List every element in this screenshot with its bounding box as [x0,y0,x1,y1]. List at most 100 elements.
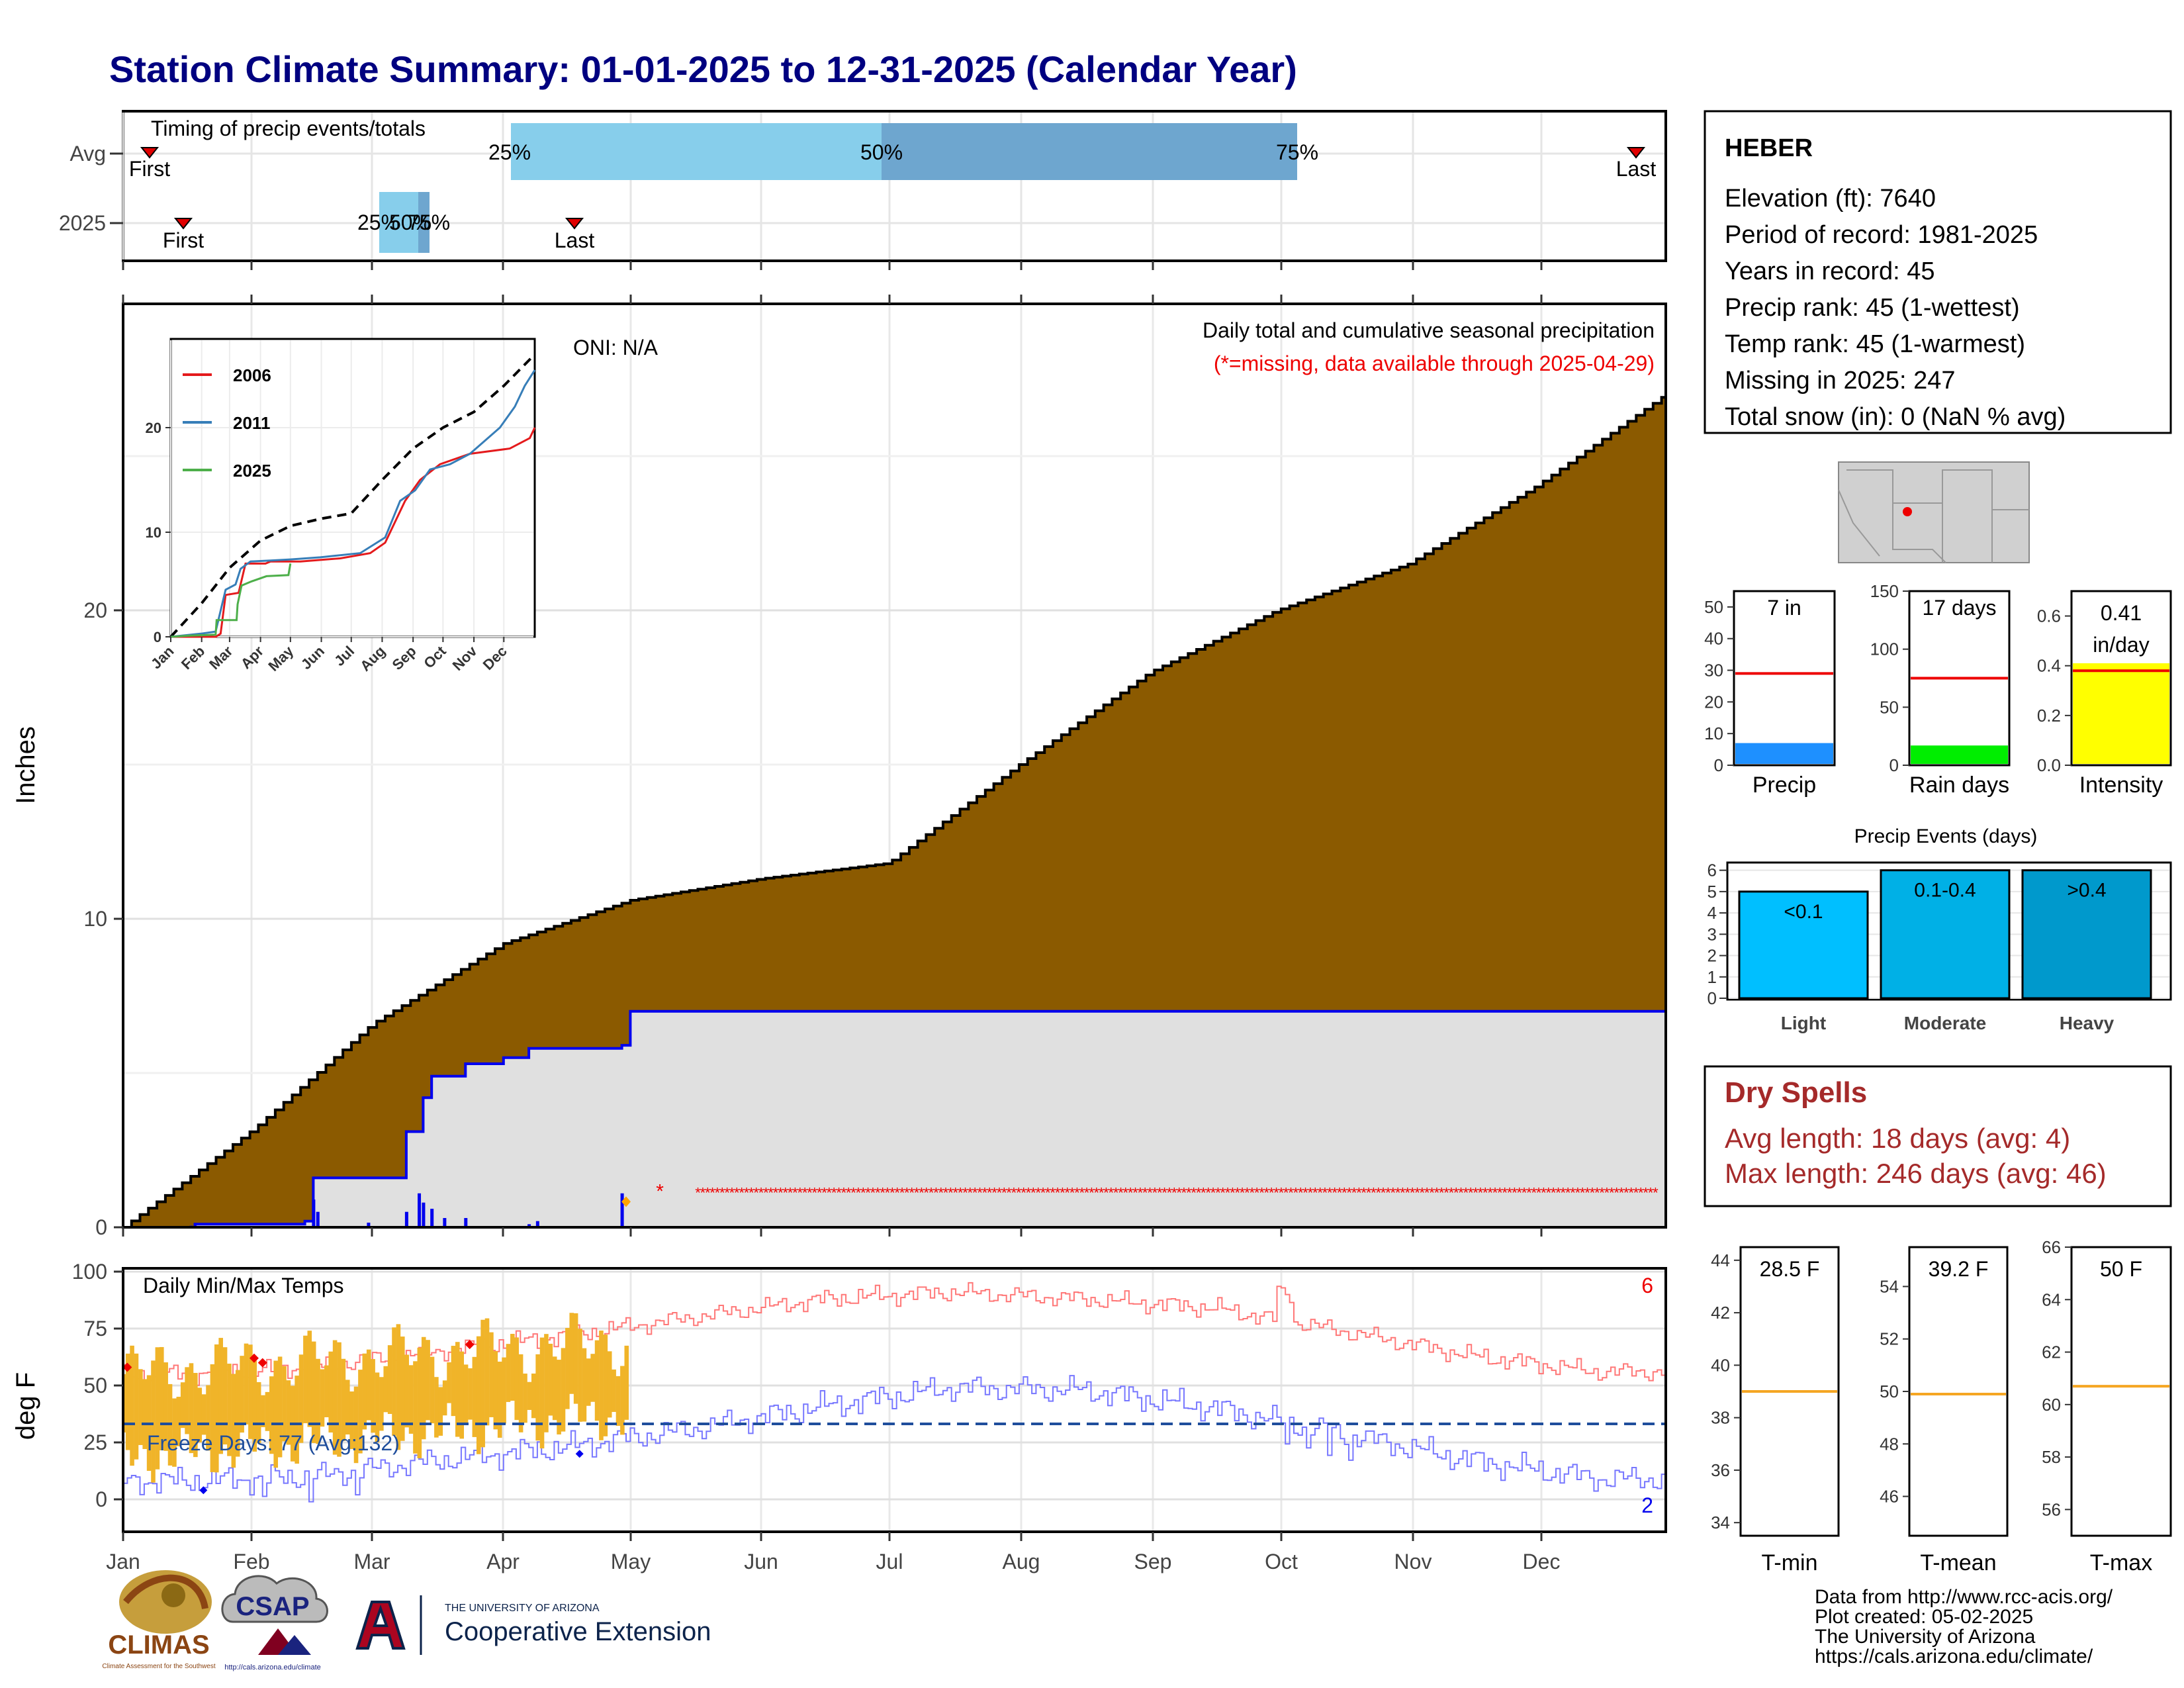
daily-temp-bar [442,1380,447,1416]
daily-temp-bar [134,1353,139,1460]
daily-temp-bar [189,1363,194,1454]
missing-star: * [1147,1185,1153,1201]
daily-temp-bar [548,1343,553,1416]
missing-star: * [1366,1185,1372,1201]
temp-panel: 0 25 50 75 100 Daily Min/Max Temps Freeze Da… [11,1260,1667,1573]
mini-bar-tick-label: 0 [1889,755,1899,775]
timing-avg-75: 75% [1276,140,1318,164]
events-bar [1738,890,1869,1000]
missing-star: * [1468,1185,1474,1201]
daily-precip-bar [312,1199,316,1227]
dry-spells-avg: Avg length: 18 days (avg: 4) [1725,1123,2070,1154]
missing-star: * [958,1185,964,1201]
missing-star: * [1400,1185,1406,1201]
locator-map [1838,461,2030,563]
daily-temp-bar [231,1374,236,1468]
missing-star: * [938,1185,944,1201]
missing-star: * [1196,1185,1202,1201]
daily-temp-bar [493,1351,498,1430]
temp-summary-value: 28.5 F [1760,1257,1820,1281]
missing-star: * [1035,1185,1041,1201]
timing-row-avg: Avg [69,142,106,165]
events-y-tick-label: 0 [1707,988,1717,1008]
station-info-box: HEBER Elevation (ft): 7640 Period of rec… [1704,110,2172,434]
missing-star: * [948,1185,954,1201]
daily-temp-bar [125,1353,130,1450]
daily-temp-bar [489,1332,494,1417]
climas-logo: CLIMAS Climate Assessment for the Southw… [102,1570,216,1670]
missing-star: * [1084,1185,1090,1201]
mini-bar-tick-label: 0.4 [2037,656,2061,676]
daily-temp-bar [130,1345,134,1466]
missing-star: * [1390,1185,1396,1201]
month-label: Apr [486,1550,520,1573]
mini-bar-tick-label: 30 [1704,661,1723,680]
footer-line-3: The University of Arizona [1815,1626,2036,1648]
missing-star: * [1317,1185,1323,1201]
temp-summary-tick-label: 42 [1711,1303,1730,1323]
mini-bar-tick-label: 50 [1704,597,1723,617]
events-bar-label: >0.4 [2067,880,2106,902]
missing-star: * [1478,1185,1484,1201]
missing-star: * [1113,1185,1119,1201]
daily-precip-bar [316,1211,320,1227]
missing-star: * [1604,1185,1610,1201]
events-bar-label: <0.1 [1784,901,1823,923]
csap-logo: CSAP http://cals.arizona.edu/climate [221,1575,328,1671]
missing-star: * [1599,1185,1605,1201]
missing-star: * [1302,1185,1308,1201]
daily-temp-bar [155,1347,160,1470]
daily-temp-bar [400,1336,405,1441]
missing-star: * [1443,1185,1449,1201]
daily-precip-bar [535,1221,539,1227]
missing-star: * [773,1185,779,1201]
missing-star: * [972,1185,978,1201]
timing-avg-bar-25-50 [511,123,882,180]
mini-bar-tick-label: 50 [1880,697,1899,717]
missing-star: * [1210,1185,1216,1201]
month-label: Feb [233,1550,269,1573]
missing-star: * [1375,1185,1381,1201]
daily-temp-bar [358,1370,363,1454]
temp-summary-tick-label: 48 [1880,1434,1899,1454]
missing-star: * [1590,1185,1596,1201]
missing-star: * [1288,1185,1294,1201]
missing-star: * [1385,1185,1391,1201]
footer-credits: Data from http://www.rcc-acis.org/ Plot … [1815,1586,2113,1667]
temp-summary-tick-label: 40 [1711,1355,1730,1375]
daily-temp-bar [447,1362,451,1403]
missing-star: * [758,1185,764,1201]
daily-temp-bar [523,1374,527,1423]
missing-star: * [788,1185,794,1201]
page-title: Station Climate Summary: 01-01-2025 to 1… [109,48,1297,90]
daily-temp-bar [185,1367,189,1434]
month-label: Jul [876,1550,903,1573]
freeze-days-label: Freeze Days: 77 (Avg:132) [147,1431,400,1455]
missing-star: * [1152,1185,1158,1201]
missing-star: * [1619,1185,1625,1201]
missing-star: * [1327,1185,1333,1201]
daily-temp-bar [392,1327,396,1436]
oni-label: ONI: N/A [573,336,659,359]
daily-temp-bar [459,1351,465,1439]
daily-temp-bar [463,1364,469,1425]
daily-temp-bar [612,1369,616,1412]
mini-bar-tick-label: 150 [1870,581,1899,601]
missing-star: * [933,1185,939,1201]
daily-temp-bar [222,1347,228,1445]
events-y-tick-label: 5 [1707,882,1717,902]
missing-star: * [865,1185,871,1201]
missing-star: * [802,1185,808,1201]
daily-precip-bar [422,1202,426,1227]
missing-star: * [880,1185,886,1201]
missing-star: * [1575,1185,1581,1201]
inset-y-tick-label: 20 [146,420,161,436]
missing-star: * [1264,1185,1270,1201]
missing-star: * [875,1185,881,1201]
daily-temp-bar [480,1319,485,1448]
missing-star: * [923,1185,929,1201]
ua-logo-small-text: THE UNIVERSITY OF ARIZONA [445,1603,600,1614]
precip-y-label: Inches [11,726,40,804]
daily-temp-bar [210,1364,215,1472]
daily-temp-bar [413,1361,418,1454]
